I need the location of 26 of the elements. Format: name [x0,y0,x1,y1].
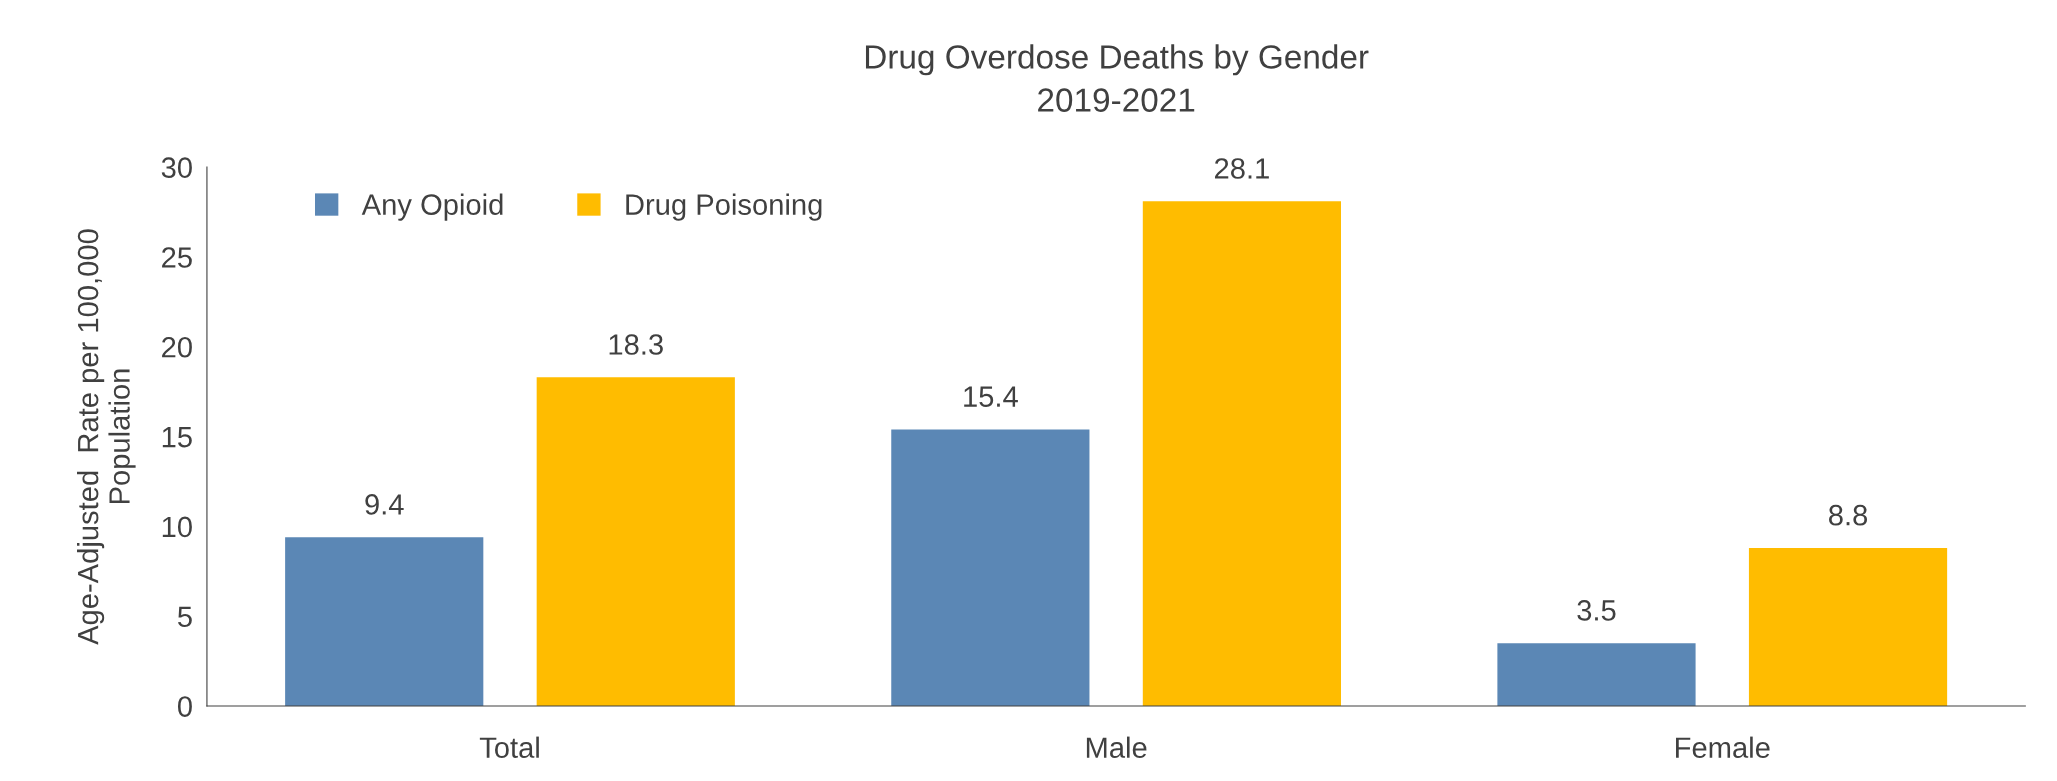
bar [1497,643,1696,707]
data-label: 3.5 [1577,600,1616,621]
y-tick-label: 5 [177,606,192,628]
data-label: 28.1 [1214,158,1269,179]
data-label: 8.8 [1829,504,1868,526]
y-tick-label: 20 [162,336,192,358]
bar [1142,201,1341,707]
y-axis-title: Age-Adjusted Rate per 100,000 Population [77,229,136,645]
bar [536,377,735,707]
y-tick-label: 10 [162,516,192,538]
x-tick-label: Male [1086,736,1147,758]
bar [1748,547,1948,707]
y-tick-label: 25 [162,247,192,268]
chart-title: Drug Overdose Deaths by Gender 2019-2021 [865,44,1369,112]
y-tick-label: 30 [161,157,192,178]
data-label: 15.4 [964,386,1018,407]
legend-label: Drug Poisoning [626,193,822,221]
x-tick-label: Female [1676,736,1770,758]
x-tick-label: Total [479,736,539,758]
y-tick-label: 0 [177,696,192,717]
data-label: 9.4 [365,494,404,515]
bar [891,429,1090,707]
legend-label: Any Opioid [361,193,503,221]
data-label: 18.3 [609,334,663,355]
y-tick-label: 15 [162,427,192,448]
bar [285,537,484,707]
